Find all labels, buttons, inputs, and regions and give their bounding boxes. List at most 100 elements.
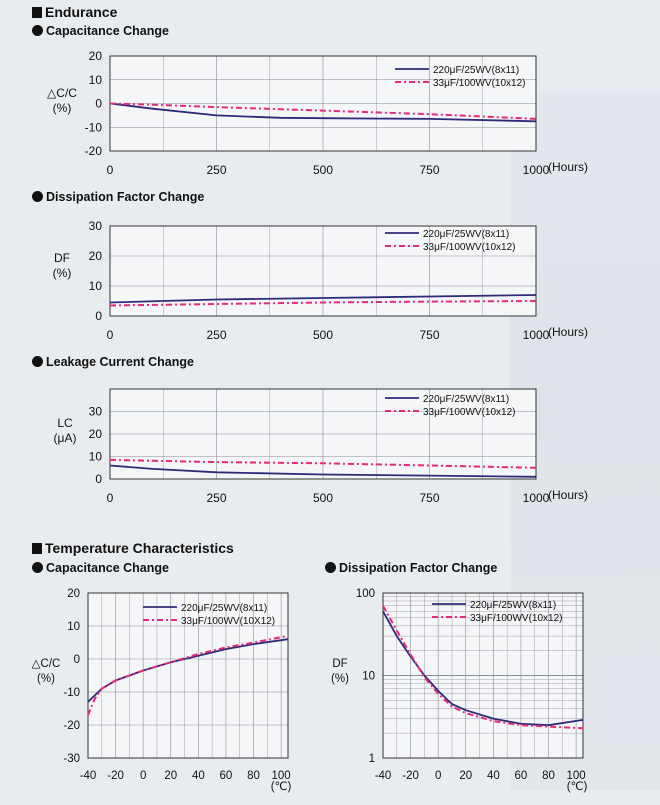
x-tick-label: 500: [313, 328, 333, 342]
y-axis-label: (%): [37, 673, 55, 685]
y-tick-label: 10: [89, 450, 103, 464]
y-tick-label: 0: [95, 309, 102, 323]
y-tick-label: 20: [67, 588, 80, 600]
y-axis-label: △C/C: [47, 86, 77, 100]
x-tick-label: 100: [272, 770, 291, 782]
circle-bullet-icon: [325, 562, 336, 573]
legend-label-2: 33μF/100WV(10x12): [433, 78, 525, 89]
x-axis-unit: (Hours): [548, 160, 588, 174]
series-line-1: [109, 294, 537, 304]
x-tick-label: 60: [515, 770, 528, 782]
y-tick-label: 1: [369, 753, 375, 765]
subtitle-dissipation-factor-change: Dissipation Factor Change: [32, 190, 204, 204]
x-tick-label: 750: [419, 163, 439, 177]
legend: 220μF/25WV(8x11) 33μF/100WV(10X12): [143, 603, 275, 627]
circle-bullet-icon: [32, 562, 43, 573]
x-tick-label: -40: [375, 770, 392, 782]
x-tick-label: 100: [567, 770, 586, 782]
plot-frame: [382, 592, 584, 759]
legend: 220μF/25WV(8x11) 33μF/100WV(10x12): [385, 394, 515, 418]
section-title-endurance: Endurance: [32, 4, 117, 20]
y-axis-label: (%): [53, 101, 72, 115]
legend-label-1: 220μF/25WV(8x11): [423, 394, 509, 405]
square-bullet-icon: [32, 543, 42, 554]
y-tick-label: -30: [63, 753, 80, 765]
legend-label-1: 220μF/25WV(8x11): [433, 65, 519, 76]
subtitle-temp-dissipation-factor-change: Dissipation Factor Change: [325, 561, 497, 575]
series-line-2: [109, 102, 537, 120]
x-tick-label: 80: [247, 770, 260, 782]
y-tick-label: 20: [89, 427, 103, 441]
y-tick-label: 10: [89, 73, 103, 87]
plot-frame: [109, 388, 537, 480]
legend-label-2: 33μF/100WV(10x12): [423, 242, 515, 253]
y-tick-label: 20: [89, 249, 103, 263]
y-tick-label: 30: [89, 405, 103, 419]
legend: 220μF/25WV(8x11) 33μF/100WV(10x12): [395, 65, 525, 89]
legend: 220μF/25WV(8x11) 33μF/100WV(10x12): [385, 229, 515, 253]
legend-label-1: 220μF/25WV(8x11): [470, 600, 556, 611]
x-tick-label: 20: [459, 770, 472, 782]
legend-label-1: 220μF/25WV(8x11): [181, 603, 267, 614]
y-tick-label: 0: [95, 472, 102, 486]
y-tick-label: 100: [356, 588, 375, 600]
circle-bullet-icon: [32, 356, 43, 367]
y-tick-label: 20: [89, 49, 103, 63]
y-tick-label: -20: [85, 144, 103, 158]
y-tick-label: 10: [362, 671, 375, 683]
subtitle-temp-capacitance-change: Capacitance Change: [32, 561, 169, 575]
x-tick-label: 20: [164, 770, 177, 782]
x-tick-label: 1000: [523, 163, 550, 177]
x-tick-label: 750: [419, 328, 439, 342]
y-tick-label: 10: [89, 279, 103, 293]
y-tick-label: 0: [95, 97, 102, 111]
x-tick-label: 0: [435, 770, 441, 782]
y-tick-label: 10: [67, 621, 80, 633]
series-line-2: [87, 634, 289, 716]
x-tick-label: 1000: [523, 491, 550, 505]
x-tick-label: 500: [313, 163, 333, 177]
x-tick-label: -20: [107, 770, 124, 782]
x-axis-unit: (Hours): [548, 325, 588, 339]
x-tick-label: 0: [107, 491, 114, 505]
x-axis-unit: (Hours): [548, 488, 588, 502]
x-tick-label: -20: [402, 770, 419, 782]
series-line-2: [382, 605, 584, 730]
y-tick-label: 30: [89, 219, 103, 233]
series-line-1: [109, 464, 537, 478]
series-line-2: [109, 300, 537, 307]
x-tick-label: 0: [107, 163, 114, 177]
plot-frame: [87, 592, 289, 759]
x-tick-label: -40: [80, 770, 97, 782]
x-tick-label: 1000: [523, 328, 550, 342]
y-axis-label: (%): [53, 266, 72, 280]
series-line-1: [109, 102, 537, 123]
legend: 220μF/25WV(8x11) 33μF/100WV(10x12): [432, 600, 562, 624]
legend-label-2: 33μF/100WV(10X12): [181, 616, 275, 627]
y-tick-label: -10: [85, 120, 103, 134]
y-tick-label: -10: [63, 687, 80, 699]
plot-area: [88, 593, 288, 758]
x-tick-label: 500: [313, 491, 333, 505]
x-tick-label: 750: [419, 491, 439, 505]
subtitle-capacitance-change: Capacitance Change: [32, 24, 169, 38]
y-axis-label: DF: [332, 658, 347, 670]
x-tick-label: 250: [206, 491, 226, 505]
legend-label-1: 220μF/25WV(8x11): [423, 229, 509, 240]
x-tick-label: 250: [206, 163, 226, 177]
y-axis-label: LC: [57, 416, 73, 430]
square-bullet-icon: [32, 7, 42, 18]
x-tick-label: 250: [206, 328, 226, 342]
section-title-temperature: Temperature Characteristics: [32, 540, 234, 556]
x-axis-unit: (℃): [567, 781, 588, 793]
x-tick-label: 40: [487, 770, 500, 782]
series-line-2: [109, 458, 537, 469]
series-line-1: [382, 610, 584, 727]
y-axis-label: (μA): [54, 431, 77, 445]
y-tick-label: 0: [74, 654, 80, 666]
x-tick-label: 40: [192, 770, 205, 782]
